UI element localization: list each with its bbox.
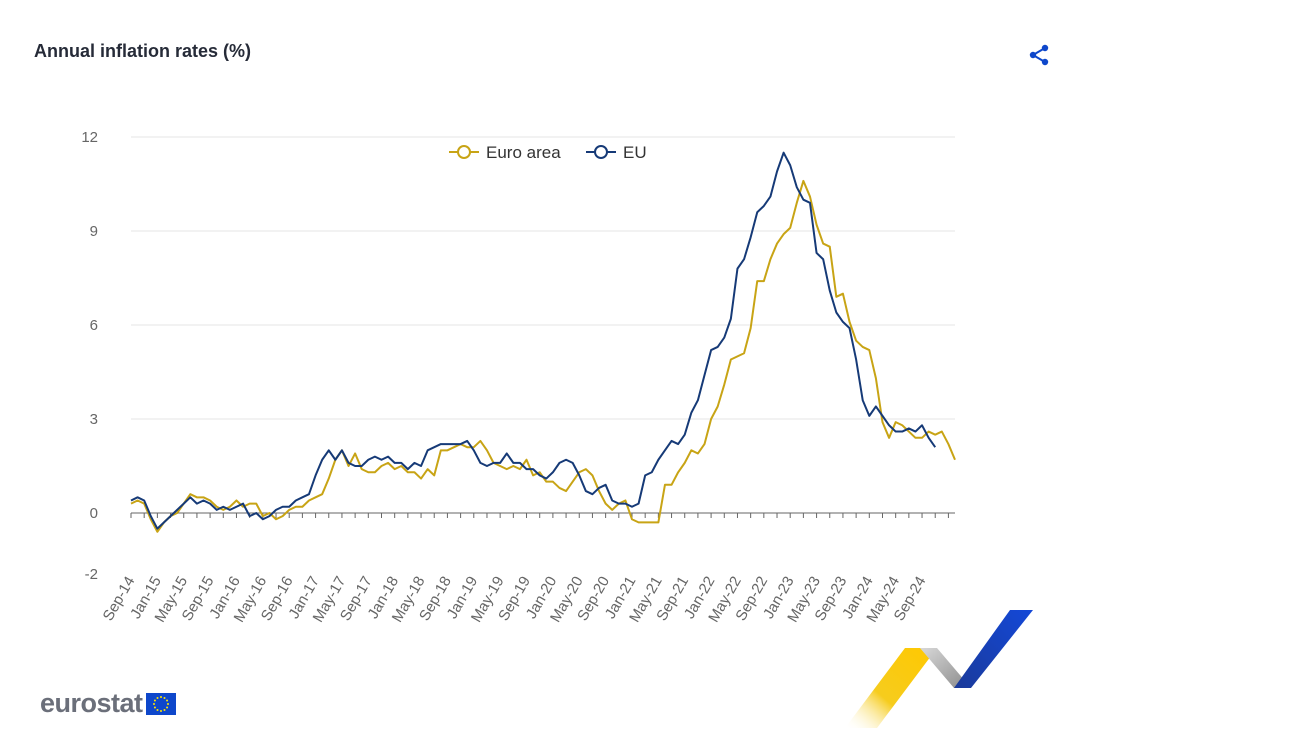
legend-marker: [594, 145, 608, 159]
legend-label[interactable]: Euro area: [486, 143, 561, 162]
logo-text: eurostat: [40, 688, 143, 718]
series-line-euro-area[interactable]: [130, 179, 956, 533]
legend-label[interactable]: EU: [623, 143, 647, 162]
grid-lines: [131, 136, 955, 420]
y-tick-label: 3: [90, 411, 98, 428]
decorative-ribbon-icon: [845, 610, 1033, 728]
y-tick-label: 9: [90, 223, 98, 240]
legend-marker: [457, 145, 471, 159]
eurostat-logo: eurostat: [40, 688, 176, 719]
legend: Euro area EU: [449, 143, 647, 162]
eu-flag-icon: [145, 692, 176, 715]
y-tick-label: 12: [81, 129, 98, 146]
series-lines: [130, 151, 956, 533]
share-icon[interactable]: [1026, 42, 1052, 68]
y-tick-label: -2: [85, 566, 98, 583]
y-tick-label: 6: [90, 317, 98, 334]
y-tick-label: 0: [90, 505, 98, 522]
series-line-eu[interactable]: [130, 151, 937, 530]
chart-title: Annual inflation rates (%): [34, 41, 252, 61]
